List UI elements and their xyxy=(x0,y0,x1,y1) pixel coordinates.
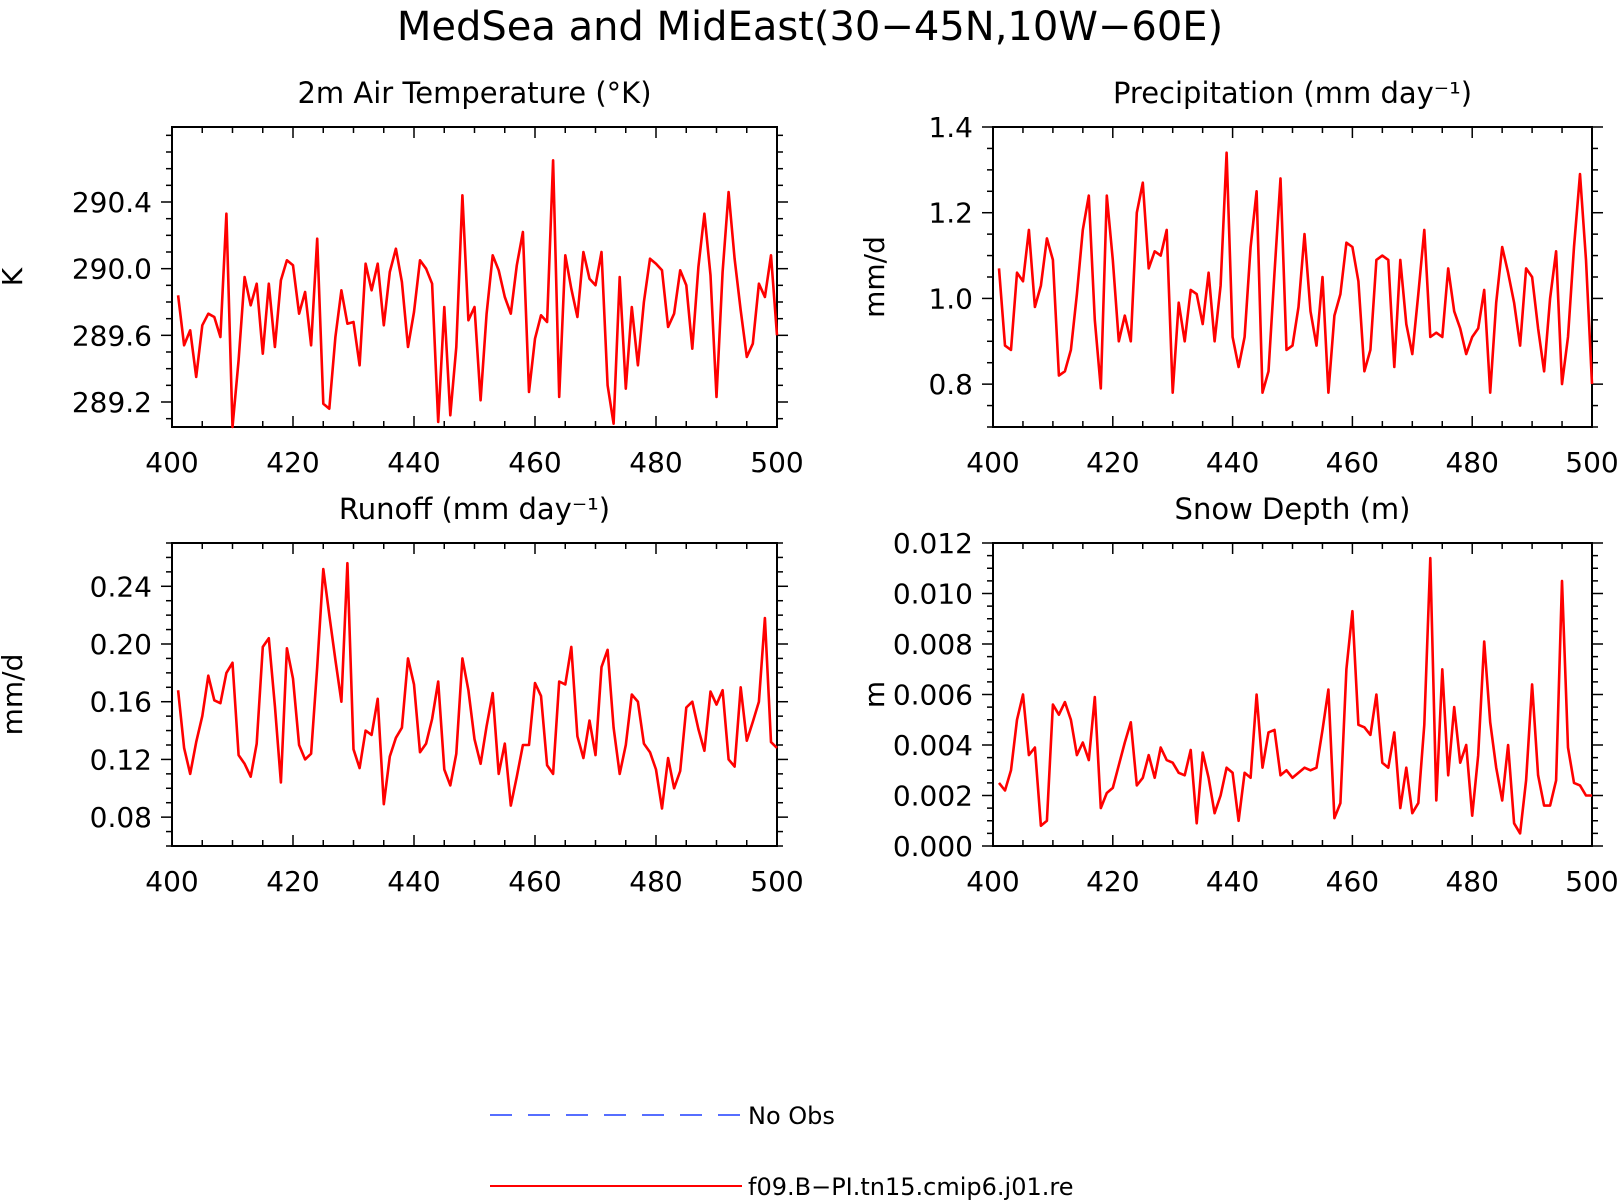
y-axis-label: m xyxy=(858,681,891,708)
y-tick-label: 0.006 xyxy=(893,679,973,712)
x-tick-label: 500 xyxy=(750,446,803,479)
y-tick-label: 0.16 xyxy=(90,686,152,719)
y-tick-label: 0.8 xyxy=(928,368,973,401)
panel-runoff: 400 420 440 460 480 500 0.08 0.12 0.16 0.20 0.24 Ru… xyxy=(0,492,804,898)
plot-frame xyxy=(992,126,1593,428)
x-tick-label: 440 xyxy=(387,446,440,479)
y-tick-label: 290.4 xyxy=(72,186,152,219)
panel-title: Precipitation (mm day⁻¹) xyxy=(1113,76,1472,110)
series-line xyxy=(176,561,778,810)
y-axis-label: mm/d xyxy=(858,236,891,318)
y-tick-label: 0.008 xyxy=(893,628,973,661)
legend-label-model: f09.B−PI.tn15.cmip6.j01.re xyxy=(748,1173,1073,1201)
x-tick-label: 420 xyxy=(1086,865,1139,898)
panel-title: Snow Depth (m) xyxy=(1175,492,1411,526)
plot-frame xyxy=(171,542,778,847)
x-tick-label: 400 xyxy=(145,446,198,479)
x-tick-label: 420 xyxy=(1086,446,1139,479)
x-tick-label: 480 xyxy=(1445,446,1498,479)
y-tick-label: 0.004 xyxy=(893,729,973,762)
y-tick-label: 0.08 xyxy=(90,801,152,834)
x-tick-label: 460 xyxy=(1326,446,1379,479)
y-tick-label: 0.012 xyxy=(893,527,973,560)
x-tick-label: 440 xyxy=(387,865,440,898)
y-tick-label: 0.010 xyxy=(893,578,973,611)
x-tick-label: 500 xyxy=(1565,446,1618,479)
y-tick-label: 0.20 xyxy=(90,628,152,661)
y-tick-label: 0.24 xyxy=(90,570,152,603)
x-tick-label: 460 xyxy=(1326,865,1379,898)
legend: No Obs f09.B−PI.tn15.cmip6.j01.re xyxy=(490,1102,1073,1201)
y-tick-label: 1.0 xyxy=(928,282,973,315)
series-line xyxy=(176,159,779,429)
x-tick-label: 400 xyxy=(966,865,1019,898)
panel-title: Runoff (mm day⁻¹) xyxy=(339,492,610,526)
x-tick-label: 500 xyxy=(750,865,803,898)
x-tick-label: 400 xyxy=(145,865,198,898)
y-tick-label: 1.2 xyxy=(928,197,973,230)
x-tick-label: 480 xyxy=(629,446,682,479)
legend-label-no-obs: No Obs xyxy=(748,1102,835,1130)
x-tick-label: 420 xyxy=(266,865,319,898)
y-tick-label: 290.0 xyxy=(72,253,152,286)
x-tick-label: 500 xyxy=(1565,865,1618,898)
panel-precipitation: 400 420 440 460 480 500 0.8 1.0 1.2 1.4 Precipitat… xyxy=(858,76,1619,479)
x-tick-label: 480 xyxy=(1445,865,1498,898)
panel-title: 2m Air Temperature (°K) xyxy=(297,76,651,110)
series-line xyxy=(997,151,1594,395)
x-tick-label: 460 xyxy=(508,446,561,479)
x-tick-label: 420 xyxy=(266,446,319,479)
y-axis-label: mm/d xyxy=(0,654,29,736)
y-tick-label: 289.2 xyxy=(72,386,152,419)
y-axis-label: K xyxy=(0,267,29,286)
y-tick-label: 289.6 xyxy=(72,319,152,352)
x-tick-label: 480 xyxy=(629,865,682,898)
x-tick-label: 440 xyxy=(1206,446,1259,479)
y-tick-label: 0.002 xyxy=(893,780,973,813)
plot-frame xyxy=(171,126,778,428)
series-line xyxy=(997,556,1592,835)
x-tick-label: 400 xyxy=(966,446,1019,479)
x-tick-label: 460 xyxy=(508,865,561,898)
y-tick-label: 0.000 xyxy=(893,830,973,863)
panel-air-temperature: 400 420 440 460 480 500 289.2 289.6 290.0 290.4 2m… xyxy=(0,76,804,479)
panel-snow-depth: 400 420 440 460 480 500 0.000 0.002 0.004 0.006 0.… xyxy=(858,492,1619,898)
y-tick-label: 0.12 xyxy=(90,743,152,776)
x-tick-label: 440 xyxy=(1206,865,1259,898)
figure-title: MedSea and MidEast(30−45N,10W−60E) xyxy=(397,4,1223,50)
y-tick-label: 1.4 xyxy=(928,111,973,144)
